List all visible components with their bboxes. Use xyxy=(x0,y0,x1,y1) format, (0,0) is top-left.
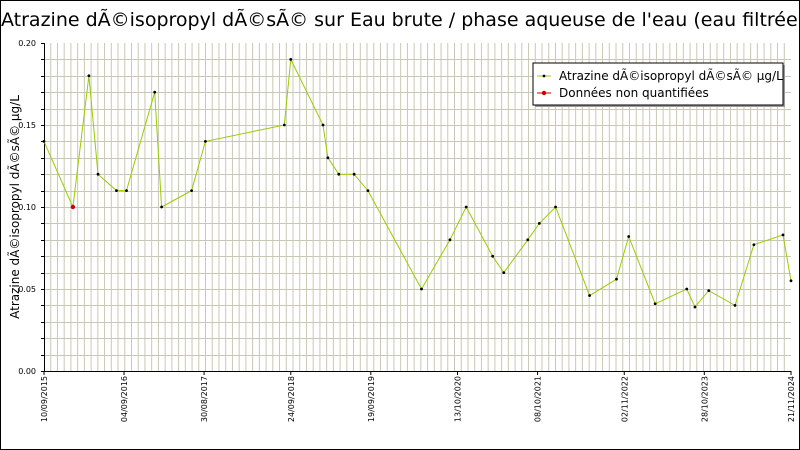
series-line xyxy=(43,57,792,308)
data-point xyxy=(42,140,46,143)
data-point xyxy=(321,123,325,127)
data-point xyxy=(693,305,697,309)
data-point xyxy=(420,287,423,291)
data-point xyxy=(96,172,100,176)
legend: Atrazine dÃ©isopropyl dÃ©sÃ© µg/L Données… xyxy=(532,62,785,107)
x-tick-label: 02/11/2022 xyxy=(620,376,629,422)
legend-entry-label: Atrazine dÃ©isopropyl dÃ©sÃ© µg/L xyxy=(559,68,783,83)
legend-swatch-marker xyxy=(542,74,546,78)
x-tick-label: 28/10/2023 xyxy=(700,376,709,422)
x-tick-label: 30/08/2017 xyxy=(200,376,209,422)
data-point xyxy=(326,156,330,160)
chart-title: Atrazine dÃ©isopropyl dÃ©sÃ© sur Eau bru… xyxy=(1,9,800,31)
data-point xyxy=(627,235,631,238)
data-point xyxy=(733,304,737,307)
data-point xyxy=(160,205,164,209)
data-point xyxy=(448,238,452,242)
data-point xyxy=(366,189,370,193)
data-point xyxy=(789,279,793,283)
data-point xyxy=(526,238,530,242)
data-point xyxy=(781,233,785,237)
data-point xyxy=(289,58,293,61)
data-point xyxy=(502,271,506,274)
y-tick-label: 0.00 xyxy=(18,367,36,376)
data-point xyxy=(464,205,468,209)
legend-entry-label: Données non quantifiées xyxy=(559,86,709,100)
y-tick-label: 0.05 xyxy=(18,285,36,294)
legend-box xyxy=(532,62,784,106)
data-point xyxy=(70,204,76,210)
data-point xyxy=(115,189,118,193)
data-point xyxy=(653,302,657,306)
x-tick-label: 24/09/2018 xyxy=(287,376,296,422)
data-point xyxy=(204,140,207,143)
y-tick-label: 0.20 xyxy=(18,39,36,48)
data-point xyxy=(615,277,618,281)
x-tick-label: 10/09/2015 xyxy=(40,376,49,422)
y-tick-label: 0.10 xyxy=(18,203,36,212)
data-point xyxy=(588,294,591,297)
x-tick-label: 19/09/2019 xyxy=(367,376,376,422)
series-2 xyxy=(70,204,76,210)
x-tick-label: 13/10/2020 xyxy=(454,376,463,422)
data-point xyxy=(153,90,157,94)
data-point xyxy=(190,189,194,193)
data-point xyxy=(87,74,91,78)
x-tick-label: 04/09/2016 xyxy=(120,376,129,422)
data-point xyxy=(125,189,128,193)
data-point xyxy=(491,254,495,258)
x-tick-label: 08/10/2021 xyxy=(534,376,543,422)
y-axis-label: Atrazine dÃ©isopropyl dÃ©sÃ© µg/L xyxy=(7,95,22,319)
data-point xyxy=(554,205,557,209)
data-point xyxy=(352,172,356,176)
y-tick-label: 0.15 xyxy=(18,121,36,130)
data-point xyxy=(685,287,689,291)
data-point xyxy=(752,243,756,247)
x-tick-label: 21/11/2024 xyxy=(787,376,796,422)
data-point xyxy=(537,222,541,225)
legend-swatch-marker xyxy=(541,90,547,96)
data-point xyxy=(337,172,341,176)
series-1 xyxy=(42,57,793,309)
data-point xyxy=(707,289,711,293)
data-point xyxy=(282,123,286,127)
